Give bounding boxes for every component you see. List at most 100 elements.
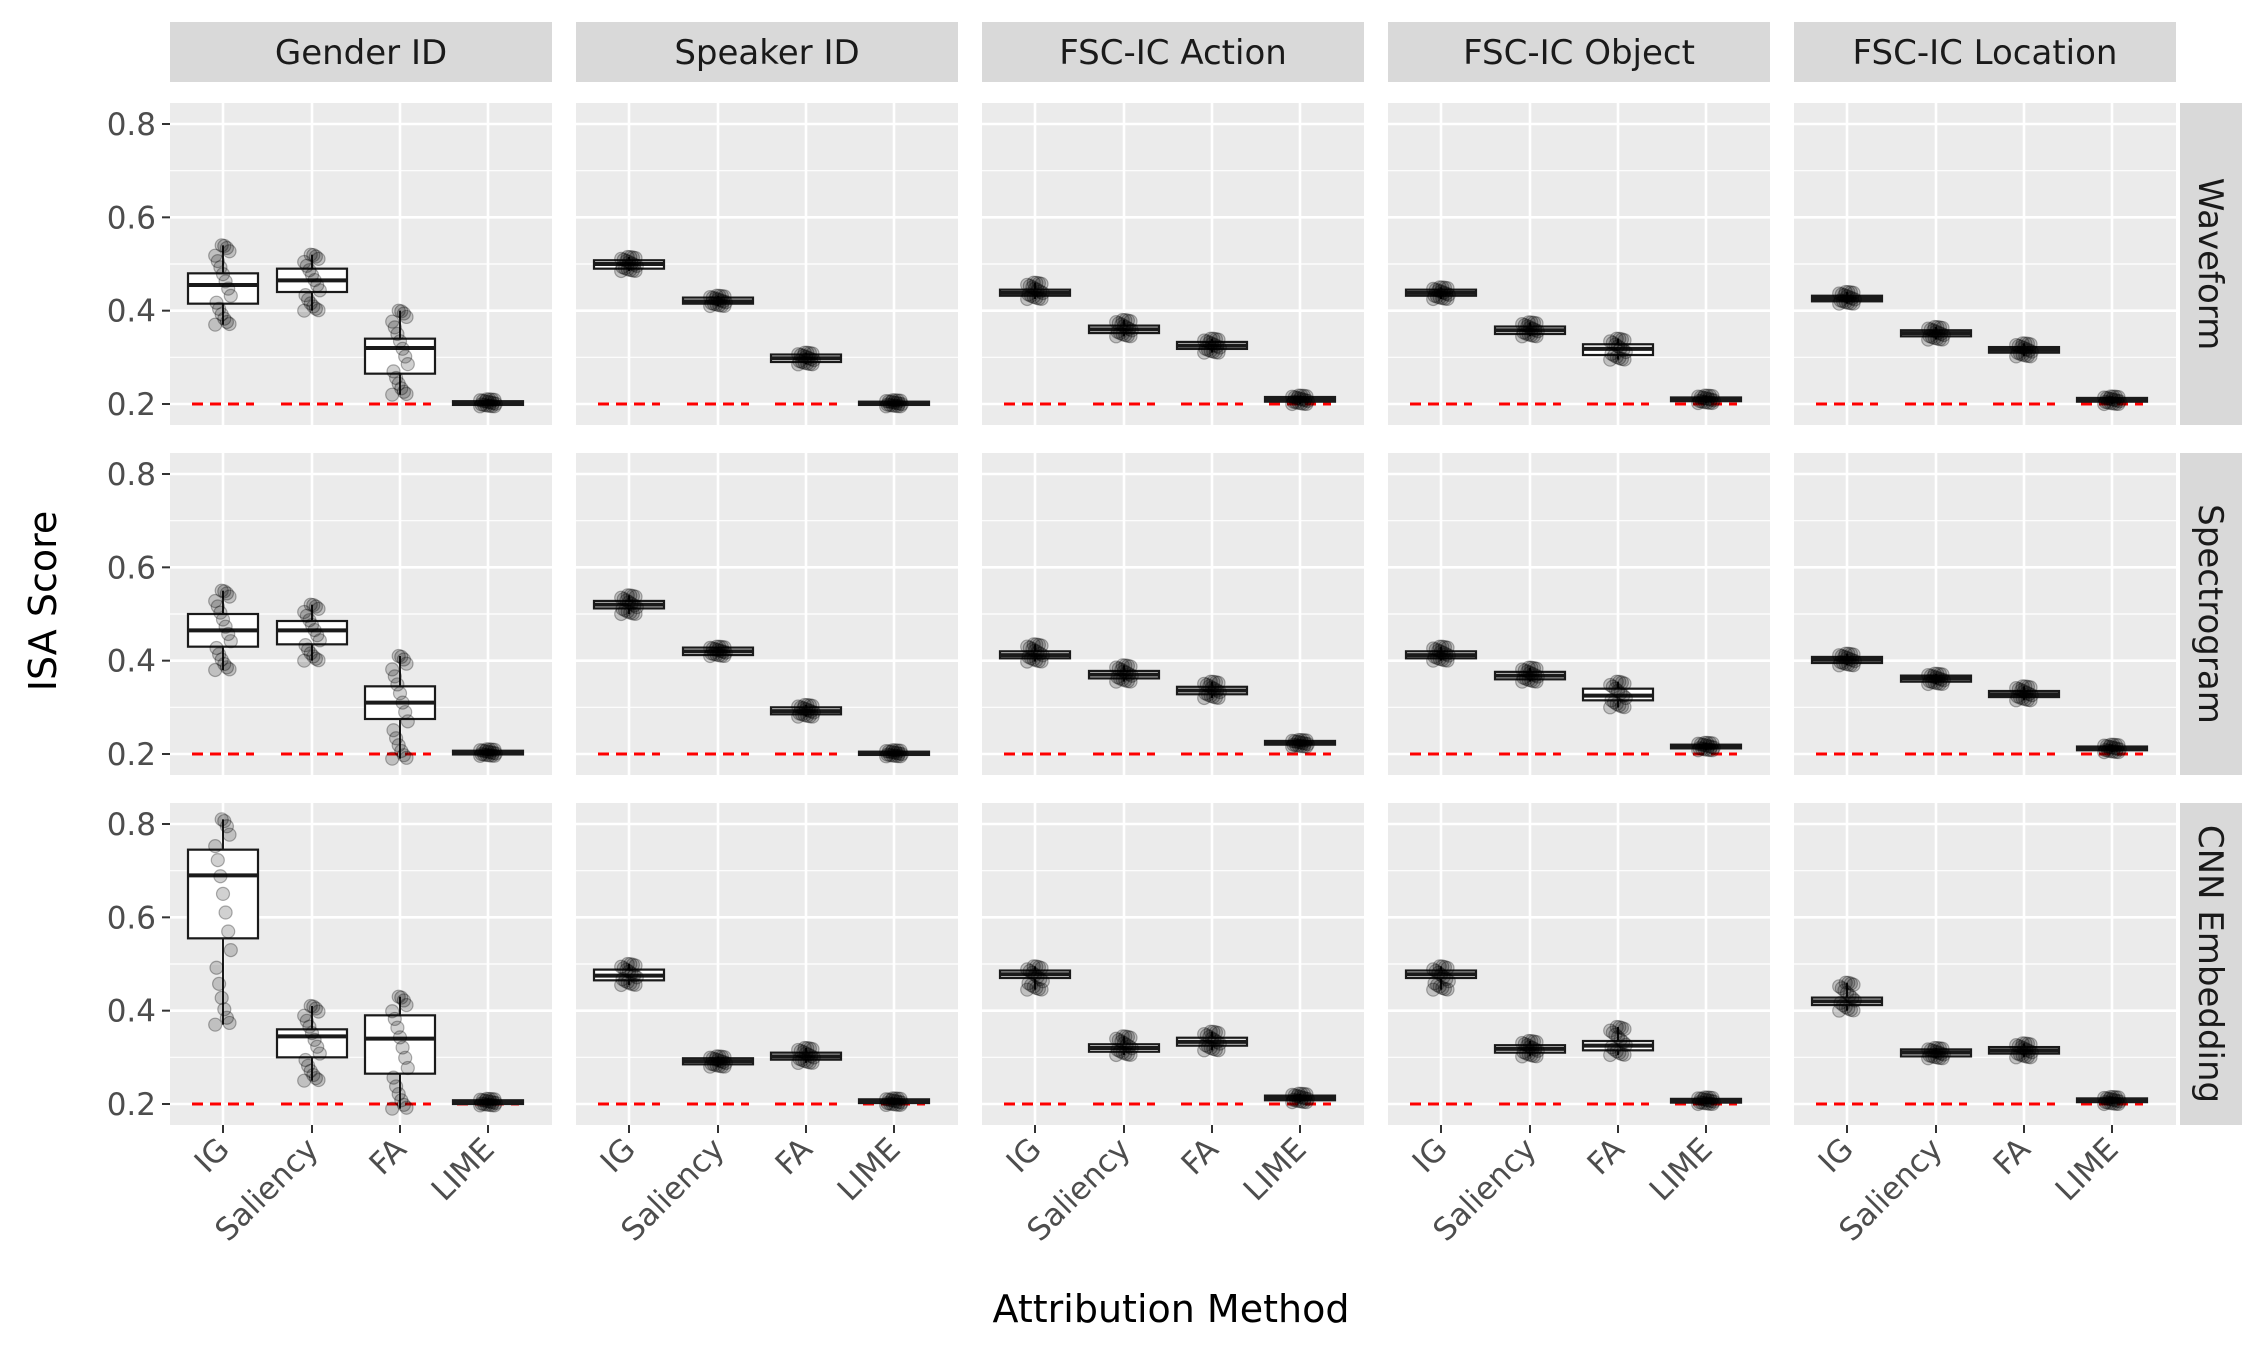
data-point <box>801 703 816 718</box>
data-point <box>1927 330 1942 346</box>
data-point <box>1203 331 1218 346</box>
data-point <box>1526 1034 1542 1049</box>
data-point <box>800 345 815 360</box>
box-ig <box>1810 284 1884 406</box>
data-point <box>1112 1044 1128 1059</box>
data-point <box>482 398 497 413</box>
data-point <box>890 399 906 414</box>
data-point <box>879 743 894 759</box>
data-point <box>477 397 492 413</box>
data-point <box>798 349 814 365</box>
data-point <box>710 1053 726 1068</box>
data-point <box>1515 317 1530 332</box>
data-point <box>389 731 404 746</box>
data-point <box>312 283 327 298</box>
data-point <box>1115 1029 1130 1044</box>
data-point <box>208 248 223 263</box>
data-point <box>208 317 223 332</box>
data-point <box>2111 744 2126 760</box>
data-point <box>1530 1043 1545 1058</box>
data-point <box>1288 395 1304 410</box>
data-point <box>386 364 401 379</box>
data-point <box>1211 690 1226 705</box>
data-point <box>1120 1029 1136 1045</box>
data-point <box>2019 685 2034 700</box>
data-point <box>1921 667 1936 683</box>
data-point <box>1299 739 1314 754</box>
x-axis-title: Attribution Method <box>993 1287 1350 1331</box>
data-point <box>474 397 489 412</box>
data-point <box>791 699 806 714</box>
data-point <box>1029 653 1044 668</box>
data-point <box>1197 333 1212 348</box>
data-point <box>1521 327 1536 342</box>
data-point <box>1299 1094 1314 1110</box>
box-fa <box>363 989 437 1116</box>
box-ig <box>592 249 666 406</box>
box-lime <box>1263 1086 1337 1110</box>
data-point <box>1691 1091 1706 1106</box>
box-saliency <box>681 639 755 756</box>
data-point <box>1526 1048 1542 1063</box>
data-point <box>1020 982 1035 997</box>
data-point <box>1199 677 1214 693</box>
data-point <box>2015 679 2030 694</box>
data-point <box>1842 651 1857 667</box>
data-point <box>706 647 722 662</box>
data-point <box>473 748 488 763</box>
data-point <box>1112 325 1128 341</box>
data-point <box>2009 1050 2024 1065</box>
data-point <box>804 351 819 367</box>
data-point <box>880 747 895 762</box>
data-point <box>214 812 229 827</box>
data-point <box>2110 1093 2125 1108</box>
data-point <box>718 295 733 310</box>
data-point <box>1832 658 1847 673</box>
data-point <box>484 398 499 414</box>
data-point <box>2014 1040 2029 1055</box>
data-point <box>619 593 634 608</box>
data-point <box>1034 654 1049 669</box>
data-point <box>1847 993 1862 1008</box>
data-point <box>217 656 232 672</box>
data-point <box>1528 322 1543 338</box>
data-point <box>1835 294 1851 309</box>
data-point <box>479 398 494 413</box>
data-point <box>301 1058 316 1073</box>
data-point <box>1932 332 1948 347</box>
data-point <box>1026 275 1041 290</box>
data-point <box>1295 392 1310 407</box>
data-point <box>1528 1042 1543 1057</box>
data-point <box>1930 676 1945 691</box>
data-point <box>1841 975 1856 991</box>
box-ig <box>1404 959 1478 1106</box>
data-point <box>1123 1030 1138 1045</box>
data-point <box>621 254 637 270</box>
data-point <box>2010 689 2025 704</box>
data-point <box>1441 974 1456 989</box>
data-point <box>482 742 497 757</box>
data-point <box>1616 688 1631 703</box>
data-point <box>1613 1032 1628 1047</box>
data-point <box>486 745 501 761</box>
data-point <box>1696 390 1711 405</box>
data-point <box>2022 1043 2037 1059</box>
data-point <box>1300 1091 1315 1107</box>
data-point <box>1701 1093 1716 1108</box>
data-point <box>307 622 322 638</box>
data-point <box>1928 1044 1944 1059</box>
data-point <box>1429 289 1445 304</box>
box-fa <box>363 648 437 766</box>
data-point <box>1432 959 1447 974</box>
facet-panel <box>170 803 552 1125</box>
data-point <box>1031 276 1047 291</box>
data-point <box>302 1019 317 1034</box>
data-point <box>478 744 493 759</box>
data-point <box>1287 390 1302 405</box>
data-point <box>1118 673 1133 688</box>
data-point <box>1520 1038 1535 1053</box>
data-point <box>713 1053 728 1069</box>
data-point <box>1525 666 1540 682</box>
data-point <box>306 649 321 664</box>
data-point <box>480 394 496 409</box>
